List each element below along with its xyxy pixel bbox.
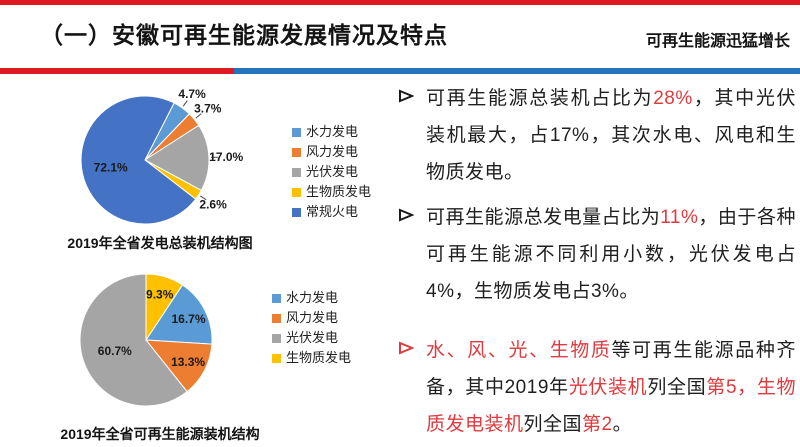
legend-swatch-icon	[272, 293, 281, 303]
legend-total-capacity: 水力发电风力发电光伏发电生物质发电常规火电	[292, 125, 371, 219]
legend-swatch-icon	[272, 353, 281, 363]
text-segment: 列全国	[647, 377, 707, 398]
legend-swatch-icon	[292, 187, 301, 197]
bullet-item: 可再生能源总发电量占比为11%，由于各种可再生能源不同利用小数，光伏发电占4%，…	[398, 199, 796, 310]
legend-item: 水力发电	[292, 125, 371, 139]
header-topic-label: 可再生能源迅猛增长	[645, 33, 790, 50]
text-segment: 第5，生物质发电装机	[426, 377, 796, 435]
legend-swatch-icon	[272, 313, 281, 323]
text-segment: 水、风、光、生物质	[426, 340, 612, 361]
pie-data-label: 3.7%	[194, 101, 222, 115]
pie-chart-total-capacity: 4.7%3.7% 17.0% 2.6% 72.1%	[80, 88, 244, 225]
text-segment: 11%	[660, 207, 699, 228]
legend-label: 水力发电	[286, 290, 339, 305]
text-segment: 。	[612, 414, 633, 435]
text-segment: 可再生能源总发电量占比为	[426, 207, 661, 228]
bullet-text: 可再生能源总装机占比为28%，其中光伏装机最大，占17%，其次水电、风电和生物质…	[426, 80, 796, 191]
label-leader-line	[195, 113, 202, 119]
bullet-text: 水、风、光、生物质等可再生能源品种齐备，其中2019年光伏装机列全国第5，生物质…	[426, 332, 796, 443]
arrow-bullet-icon	[398, 80, 426, 108]
pie-slice-光伏发电	[144, 124, 210, 192]
bullet-text: 可再生能源总发电量占比为11%，由于各种可再生能源不同利用小数，光伏发电占4%，…	[426, 199, 796, 310]
legend-item: 常规火电	[292, 205, 371, 219]
pie-data-label: 16.7%	[171, 312, 205, 326]
pie-data-label: 17.0%	[209, 150, 243, 164]
text-segment: 等可再生能源品种齐备，其中2019年	[426, 340, 796, 398]
text-segment: ，其中光伏装机最大，占17%，其次水电、风电和生物质发电。	[426, 88, 796, 183]
legend-label: 光伏发电	[306, 164, 359, 179]
pie-slice-常规火电	[80, 95, 197, 225]
legend-label: 常规火电	[306, 204, 359, 219]
text-segment: 光伏装机	[568, 377, 648, 398]
legend-swatch-icon	[292, 147, 301, 157]
bullet-item: 水、风、光、生物质等可再生能源品种齐备，其中2019年光伏装机列全国第5，生物质…	[398, 332, 796, 443]
pie-data-label: 2.6%	[199, 197, 227, 211]
legend-label: 风力发电	[306, 144, 359, 159]
bullet-item: 可再生能源总装机占比为28%，其中光伏装机最大，占17%，其次水电、风电和生物质…	[398, 80, 796, 191]
divider-blue-segment	[234, 68, 800, 74]
pie-slice-生物质发电	[145, 273, 184, 342]
pie-data-label: 9.3%	[146, 288, 174, 302]
arrow-bullet-icon	[398, 332, 426, 360]
legend-item: 光伏发电	[292, 165, 371, 179]
bullet-list: 可再生能源总装机占比为28%，其中光伏装机最大，占17%，其次水电、风电和生物质…	[398, 80, 796, 443]
legend-renewable-capacity: 水力发电风力发电光伏发电生物质发电	[272, 291, 351, 365]
text-segment: ，由于各种可再生能源不同利用小数，光伏发电占4%，生物质发电占3%。	[426, 207, 796, 302]
legend-swatch-icon	[272, 333, 281, 343]
label-leader-line	[182, 100, 188, 107]
chart-caption-total-capacity: 2019年全省发电总装机结构图	[67, 235, 253, 251]
text-segment: 列全国	[523, 414, 583, 435]
text-segment: 可再生能源总装机占比为	[426, 88, 654, 109]
pie-data-label: 60.7%	[98, 344, 132, 358]
legend-item: 风力发电	[272, 311, 351, 325]
legend-swatch-icon	[292, 167, 301, 177]
page-title: （一）安徽可再生能源发展情况及特点	[40, 22, 448, 48]
divider-red-segment	[0, 68, 234, 74]
legend-label: 光伏发电	[286, 330, 339, 345]
legend-item: 水力发电	[272, 291, 351, 305]
pie-data-label: 4.7%	[178, 88, 206, 101]
top-red-strip	[0, 0, 800, 5]
legend-label: 生物质发电	[286, 350, 352, 365]
legend-item: 生物质发电	[292, 185, 371, 199]
legend-item: 生物质发电	[272, 351, 351, 365]
legend-swatch-icon	[292, 127, 301, 137]
text-segment: 第2	[582, 414, 613, 435]
pie-chart-renewable-capacity: 16.7% 13.3% 60.7% 9.3%	[79, 273, 213, 407]
pie-slice-风力发电	[144, 339, 213, 393]
pie-data-label: 72.1%	[94, 161, 128, 175]
legend-label: 风力发电	[286, 310, 339, 325]
legend-swatch-icon	[292, 207, 301, 217]
text-segment: 28%	[653, 88, 693, 109]
pie-data-label: 13.3%	[171, 355, 205, 369]
pie-slice-光伏发电	[79, 273, 188, 407]
legend-label: 生物质发电	[306, 184, 372, 199]
legend-label: 水力发电	[306, 124, 359, 139]
legend-item: 光伏发电	[272, 331, 351, 345]
chart-caption-renewable-capacity: 2019年全省可再生能源装机结构	[60, 426, 260, 442]
arrow-bullet-icon	[398, 199, 426, 227]
pie-slice-水力发电	[145, 284, 213, 345]
legend-item: 风力发电	[292, 145, 371, 159]
label-leader-line	[200, 195, 207, 201]
